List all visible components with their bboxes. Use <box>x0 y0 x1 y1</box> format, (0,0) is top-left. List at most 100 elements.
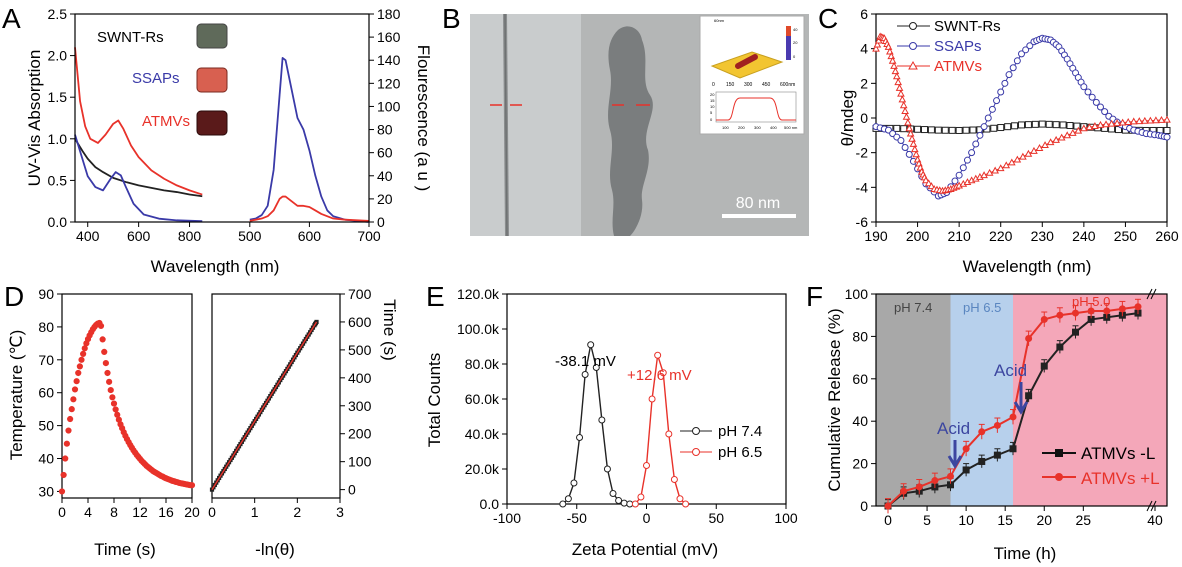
axis-break-mark <box>1146 500 1153 512</box>
cd-point-atmvs <box>898 95 907 103</box>
release-point-plus-l <box>962 445 970 453</box>
afm-zbar-20: 20 <box>793 40 798 45</box>
heating-point <box>75 369 82 377</box>
heating-point <box>70 396 77 403</box>
y-tick-label: 80.0k <box>465 356 500 372</box>
legend-e-ph74: pH 7.4 <box>718 423 762 440</box>
cd-point-ssaps <box>1026 42 1034 50</box>
panel-c-xlabel: Wavelength (nm) <box>963 257 1092 276</box>
cd-point-ssaps <box>1001 79 1009 87</box>
x-tick-label: 15 <box>997 512 1013 528</box>
heating-point <box>58 488 66 495</box>
cd-point-swnt-rs <box>1011 122 1019 130</box>
panel-e-xlabel: Zeta Potential (mV) <box>572 540 718 559</box>
cd-point-ssaps <box>997 88 1005 96</box>
afm-z-top: 60nm <box>714 18 725 23</box>
cd-point-atmvs <box>1024 149 1033 157</box>
cd-point-ssaps <box>959 164 967 172</box>
cd-point-ssaps <box>984 114 992 122</box>
y-tick-label: 40.0k <box>465 426 500 442</box>
cd-point-swnt-rs <box>914 125 922 133</box>
release-point-plus-l <box>1103 307 1111 315</box>
cd-point-atmvs <box>1041 141 1049 149</box>
afm-profile-y10: 10 <box>710 104 715 109</box>
x-tick-label: 20 <box>1036 512 1052 528</box>
absorption-line-ssaps <box>74 134 203 223</box>
y-tick-label: 20 <box>377 191 393 207</box>
zeta-point-pH65 <box>665 430 673 438</box>
cd-point-ssaps <box>951 177 959 185</box>
y-tick-label: 100 <box>377 98 401 114</box>
heating-point <box>60 471 67 479</box>
y-tick-label: 500 <box>348 342 372 358</box>
x-tick-label: 0 <box>884 512 892 528</box>
x-tick-label: 200 <box>906 228 930 244</box>
cd-point-atmvs <box>1102 120 1110 128</box>
y-tick-label: 40 <box>377 168 393 184</box>
panel-c-legend: SWNT-Rs SSAPs ATMVs <box>897 18 1001 75</box>
cd-point-atmvs <box>1146 116 1155 124</box>
legend-c-ssaps: SSAPs <box>934 38 982 55</box>
x-tick-label: 600 <box>127 228 151 244</box>
cd-point-ssaps <box>1080 83 1088 91</box>
release-point-plus-l <box>993 421 1001 429</box>
y-tick-label: 6 <box>860 6 868 22</box>
y-tick-label: -6 <box>856 214 869 230</box>
axis-break-mark <box>1150 288 1157 300</box>
cd-point-atmvs <box>1007 158 1016 166</box>
zone-ph65 <box>950 294 1013 506</box>
linear-fit-line <box>211 321 318 490</box>
zeta-point-pH65 <box>637 493 645 501</box>
panel-f-release-plot: 0 5 10 15 20 25 40 0 20 40 60 80 100 <box>845 286 1168 528</box>
fluorescence-line-atmvs <box>249 195 370 222</box>
cd-point-atmvs <box>1129 117 1138 125</box>
zeta-point-pH74 <box>570 479 578 487</box>
cd-point-swnt-rs <box>1031 120 1039 128</box>
y-tick-label: 80 <box>38 319 54 335</box>
zeta-point-pH65 <box>659 369 667 377</box>
release-point-plus-l <box>947 472 954 480</box>
cd-point-atmvs <box>891 67 900 75</box>
acid-arrow-1 <box>947 440 963 469</box>
cd-point-atmvs <box>1118 118 1127 126</box>
afm-axis-150: 150 <box>726 82 735 88</box>
release-point-minus-l <box>1040 362 1048 370</box>
cd-point-atmvs <box>922 176 930 184</box>
cd-point-atmvs <box>1140 116 1149 124</box>
cd-point-atmvs <box>1019 152 1027 160</box>
afm-profile-y5: 5 <box>710 110 713 115</box>
x-tick-label: 260 <box>1155 228 1179 244</box>
x-tick-label: 40 <box>1147 512 1163 528</box>
x-tick-label: 400 <box>76 228 100 244</box>
heating-point <box>62 455 69 462</box>
release-point-plus-l <box>1056 311 1064 319</box>
y-tick-label: 600 <box>348 314 372 330</box>
panel-c-ylabel: θ/mdeg <box>838 90 857 147</box>
afm-profile-y15: 15 <box>710 98 715 103</box>
panel-a-frame <box>74 13 370 223</box>
release-point-minus-l <box>1056 343 1064 351</box>
cd-point-atmvs <box>902 112 911 120</box>
cd-point-atmvs <box>890 61 898 69</box>
zeta-point-pH65 <box>670 476 678 483</box>
scalebar-label: 80 nm <box>736 195 780 212</box>
heating-point <box>99 336 106 343</box>
afm-profile-x400: 400 <box>770 125 777 130</box>
heating-point <box>67 415 74 423</box>
cd-point-atmvs <box>1157 115 1166 123</box>
heating-point <box>106 378 113 385</box>
cd-point-swnt-rs <box>955 126 963 134</box>
legend-ssaps: SSAPs <box>132 70 180 87</box>
y-tick-label: 300 <box>348 398 372 414</box>
heating-point <box>63 440 70 447</box>
x-tick-label: 0 <box>643 510 651 526</box>
release-point-minus-l <box>978 457 986 465</box>
cd-point-atmvs <box>1035 144 1044 151</box>
y-tick-label: 60 <box>377 145 393 161</box>
zeta-point-pH65 <box>676 495 684 503</box>
panel-d-ylabel-left: Temperature (℃) <box>7 330 26 461</box>
cd-point-ssaps <box>988 105 996 113</box>
cd-point-atmvs <box>1074 126 1083 134</box>
zeta-point-pH74 <box>615 497 623 504</box>
